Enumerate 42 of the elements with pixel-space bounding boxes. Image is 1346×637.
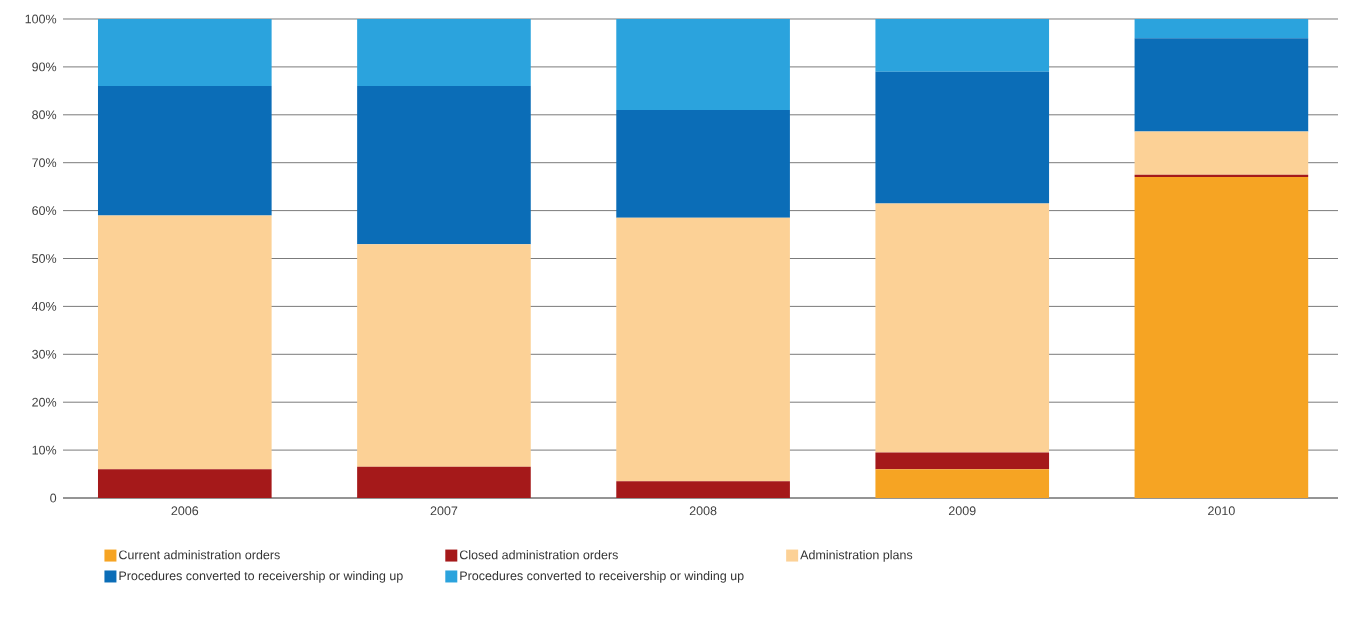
bar bbox=[1134, 177, 1309, 498]
x-tick-label: 2008 bbox=[689, 506, 717, 516]
bar bbox=[97, 215, 272, 470]
y-tick-label: 70% bbox=[32, 158, 57, 168]
y-tick-label: 10% bbox=[32, 445, 57, 455]
bar bbox=[97, 469, 272, 498]
y-tick-label: 50% bbox=[32, 254, 57, 263]
y-tick-label: 0 bbox=[50, 493, 57, 503]
bar bbox=[616, 481, 790, 498]
bar bbox=[875, 19, 1050, 72]
y-tick-label: 80% bbox=[32, 110, 57, 120]
bar bbox=[875, 203, 1050, 453]
legend-label: Administration plans bbox=[800, 550, 913, 562]
bar bbox=[1134, 38, 1309, 132]
bar bbox=[875, 71, 1050, 204]
bar bbox=[97, 19, 272, 87]
legend-label: Closed administration orders bbox=[459, 550, 618, 560]
bar bbox=[357, 19, 531, 87]
legend-label: Procedures converted to receivership or winding up bbox=[460, 571, 744, 583]
bar bbox=[1134, 131, 1309, 175]
y-tick-label: 90% bbox=[32, 62, 57, 72]
bar bbox=[97, 86, 272, 216]
bar bbox=[357, 466, 531, 498]
bar bbox=[875, 469, 1050, 498]
x-tick-label: 2010 bbox=[1208, 506, 1235, 516]
bar bbox=[357, 86, 531, 245]
y-tick-label: 60% bbox=[32, 206, 57, 216]
bar bbox=[616, 110, 790, 218]
x-tick-label: 2007 bbox=[430, 506, 458, 516]
bar bbox=[616, 19, 790, 111]
legend-label: Current administration orders bbox=[119, 550, 280, 560]
bar bbox=[875, 452, 1050, 470]
y-tick-label: 100% bbox=[25, 14, 57, 24]
bar bbox=[357, 244, 531, 467]
bar bbox=[616, 217, 790, 482]
x-tick-label: 2006 bbox=[171, 506, 199, 516]
y-tick-label: 30% bbox=[32, 349, 57, 359]
legend-label: Procedures converted to receivership or winding up bbox=[119, 571, 403, 583]
bar bbox=[1134, 19, 1309, 39]
x-tick-label: 2009 bbox=[948, 506, 976, 516]
y-tick-label: 20% bbox=[32, 397, 57, 407]
y-tick-label: 40% bbox=[31, 301, 57, 311]
